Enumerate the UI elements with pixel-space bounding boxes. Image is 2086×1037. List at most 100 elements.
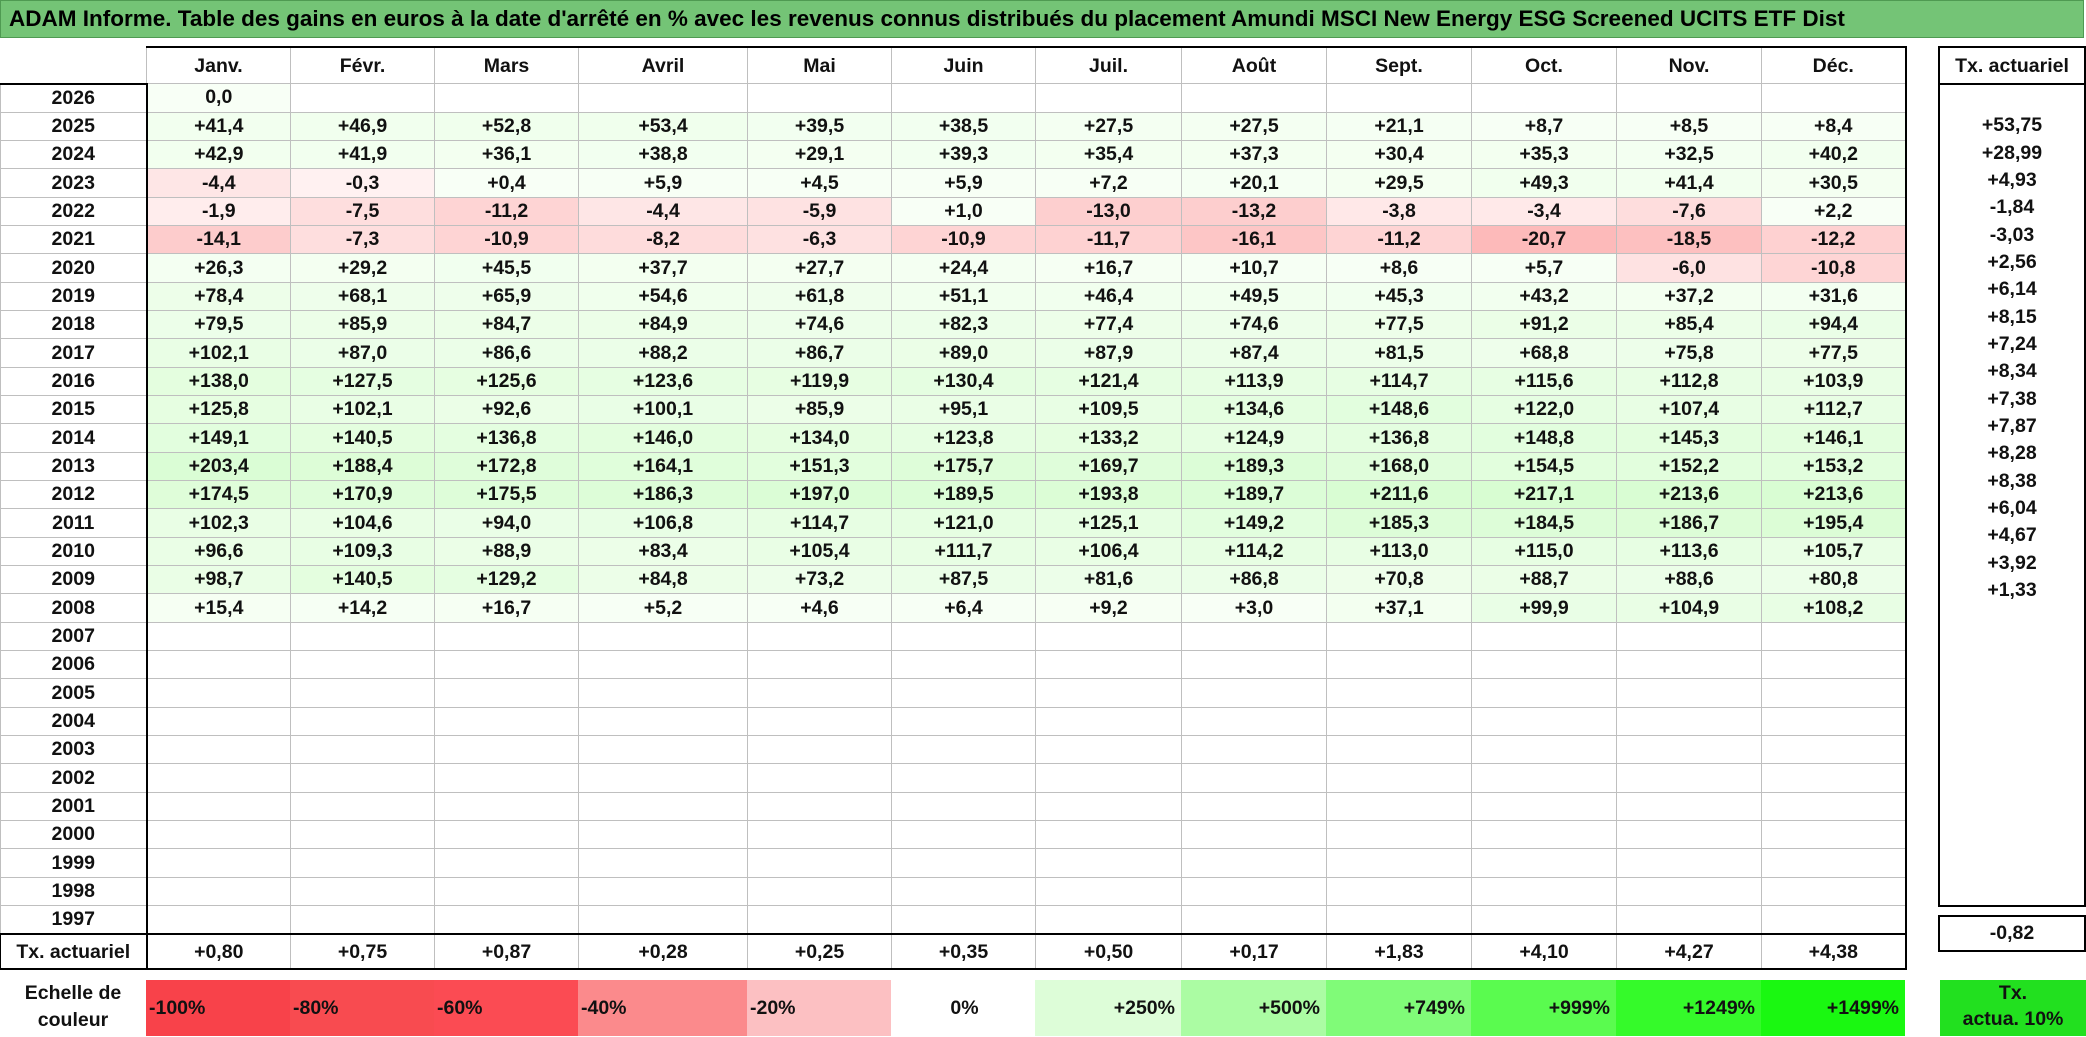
gain-cell: +169,7 [1035,451,1182,482]
gain-cell [434,905,579,935]
color-scale-swatch: +500% [1181,980,1326,1036]
gain-cell [146,848,291,878]
gain-cell: +164,1 [578,451,748,482]
gain-cell: +74,6 [1181,310,1327,340]
gain-cell [747,706,892,737]
gain-cell [1326,820,1472,850]
gain-cell [434,650,579,680]
gain-cell: +27,5 [1181,111,1327,142]
tx-actuariel-cell [1938,658,2086,687]
gain-cell [434,876,579,907]
gain-cell [1181,621,1327,652]
gain-cell: +152,2 [1616,451,1762,482]
year-label: 2010 [0,536,148,567]
gain-cell: +146,0 [578,423,748,453]
table-row: 2009 +98,7 +140,5 +129,2 +84,8 +73,2 +87,5 +81,… [0,565,1907,595]
year-label: 2017 [0,338,148,368]
tx-actuariel-month-cell: +4,27 [1616,933,1762,971]
tx-actuariel-cell: +28,99 [1938,139,2086,167]
gain-cell [290,791,435,822]
gain-cell: +8,6 [1326,253,1472,283]
table-row: 2023 -4,4 -0,3 +0,4 +5,9 +4,5 +5,9 +7,2 +20,1 +29… [0,168,1907,198]
year-label: 2004 [0,706,148,737]
gain-cell [747,905,892,935]
gain-cell [290,848,435,878]
gain-cell [1326,650,1472,680]
tx-actuariel-cell: -3,03 [1938,221,2086,249]
gain-cell: +174,5 [146,480,291,510]
gain-cell: +88,9 [434,536,579,567]
gain-cell: +85,4 [1616,310,1762,340]
tx-actuariel-cell: +53,75 [1938,112,2086,140]
table-row: 2011 +102,3 +104,6 +94,0 +106,8 +114,7 +121,0 +… [0,508,1907,538]
gain-cell [434,848,579,878]
gain-cell [146,621,291,652]
tx-actuariel-month-cell: +0,28 [578,933,748,971]
gain-cell [146,791,291,822]
gain-cell: -14,1 [146,225,291,255]
table-row: 2016 +138,0 +127,5 +125,6 +123,6 +119,9 +130,4… [0,366,1907,397]
gain-cell: +84,7 [434,310,579,340]
gain-cell [146,820,291,850]
gain-cell [1471,621,1617,652]
month-header: Mars [434,46,579,84]
gain-cell: -8,2 [578,225,748,255]
gain-cell [891,905,1036,935]
gain-cell: +74,6 [747,310,892,340]
gain-cell [1326,678,1472,708]
month-header: Août [1181,46,1327,84]
actuarial-rate-column: Tx. actuariel +53,75 +28,99 +4,93 -1,84 -3,03… [1938,46,2086,952]
gain-cell [146,678,291,708]
tx-actuariel-row-label: Tx. actuariel [0,933,148,971]
gain-cell: +189,3 [1181,451,1327,482]
tx-actuariel-month-cell: +4,38 [1761,933,1907,971]
gain-cell [1326,83,1472,113]
gain-cell [1471,650,1617,680]
gain-cell [1616,650,1762,680]
gain-cell [1181,706,1327,737]
table-row: 2021 -14,1 -7,3 -10,9 -8,2 -6,3 -10,9 -11,7 -16,… [0,225,1907,255]
table-row: 2024 +42,9 +41,9 +36,1 +38,8 +29,1 +39,3 +35,4 +… [0,140,1907,170]
year-label: 2021 [0,225,148,255]
year-label: 2002 [0,763,148,793]
gain-cell: +148,6 [1326,395,1472,425]
gain-cell [747,791,892,822]
gain-cell [1761,678,1907,708]
gain-cell: +5,2 [578,593,748,623]
table-row: 2025 +41,4 +46,9 +52,8 +53,4 +39,5 +38,5 +27,5 +… [0,111,1907,142]
year-label: 2023 [0,168,148,198]
tx10-line2: actua. 10% [1962,1008,2064,1030]
gain-cell: +38,5 [891,111,1036,142]
gain-cell: +29,2 [290,253,435,283]
gain-cell [1181,791,1327,822]
gain-cell: +98,7 [146,565,291,595]
gain-cell: +125,1 [1035,508,1182,538]
gain-cell [578,706,748,737]
gain-cell: +92,6 [434,395,579,425]
table-row: 2012 +174,5 +170,9 +175,5 +186,3 +197,0 +189,5… [0,480,1907,510]
gain-cell: +112,7 [1761,395,1907,425]
gain-cell [1616,706,1762,737]
gain-cell [1181,83,1327,113]
gain-cell: +123,6 [578,366,748,397]
gain-cell: +83,4 [578,536,748,567]
table-row: 2003 [0,735,1907,765]
table-row: 2014 +149,1 +140,5 +136,8 +146,0 +134,0 +123,8… [0,423,1907,453]
gain-cell: +197,0 [747,480,892,510]
gain-cell: -16,1 [1181,225,1327,255]
gain-cell [1761,763,1907,793]
gain-cell [290,621,435,652]
gain-cell: +37,1 [1326,593,1472,623]
gain-cell [1761,83,1907,113]
gain-cell [1471,905,1617,935]
gain-cell: +102,1 [146,338,291,368]
gain-cell: +88,7 [1471,565,1617,595]
gain-cell [1035,848,1182,878]
year-label: 2018 [0,310,148,340]
gain-cell [290,83,435,113]
gain-cell: +4,5 [747,168,892,198]
gain-cell: +3,0 [1181,593,1327,623]
gain-cell: -11,2 [434,196,579,227]
tx-actuariel-cell: +1,33 [1938,576,2086,605]
gain-cell [1471,83,1617,113]
